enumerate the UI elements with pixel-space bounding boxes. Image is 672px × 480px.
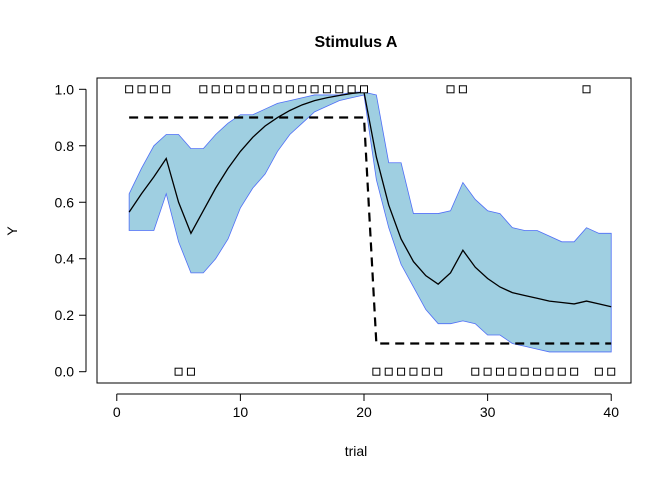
response-point: [162, 85, 171, 94]
response-point: [360, 85, 368, 94]
response-point: [372, 367, 381, 376]
response-point: [261, 85, 270, 94]
response-point: [483, 367, 492, 376]
response-point: [199, 85, 208, 94]
confidence-band: [128, 91, 612, 353]
response-point: [471, 367, 480, 376]
response-point: [125, 85, 134, 94]
response-point: [384, 367, 393, 376]
response-point: [137, 85, 146, 94]
mean-line: [128, 91, 612, 308]
x-tick-label: 20: [356, 404, 372, 420]
response-point: [322, 85, 331, 94]
x-axis-label: trial: [345, 443, 368, 459]
plot-area: [96, 77, 632, 384]
response-point: [347, 85, 356, 94]
y-tick-label: 0.2: [55, 307, 75, 323]
response-point: [335, 85, 344, 94]
response-point: [224, 85, 233, 94]
response-point: [434, 367, 443, 376]
response-point: [607, 367, 616, 376]
y-tick-label: 0.8: [55, 138, 75, 154]
response-point: [285, 85, 294, 94]
response-point: [273, 85, 282, 94]
target-dashed-line: [129, 116, 612, 345]
y-tick-label: 0.4: [55, 251, 75, 267]
response-point: [298, 85, 307, 94]
response-point: [508, 367, 517, 376]
x-tick-label: 10: [233, 404, 249, 420]
x-axis: 0 10 20 30 40: [113, 393, 619, 420]
response-point: [211, 85, 220, 94]
response-point: [186, 367, 195, 376]
response-point: [495, 367, 504, 376]
response-point: [310, 85, 319, 94]
response-point: [149, 85, 158, 94]
plot-frame: [96, 77, 632, 384]
chart-title: Stimulus A: [315, 34, 398, 51]
response-point: [236, 85, 245, 94]
response-point: [458, 85, 467, 94]
y-axis-label: Y: [4, 226, 20, 236]
response-point: [409, 367, 418, 376]
y-tick-label: 0.6: [55, 194, 75, 210]
response-point: [533, 367, 542, 376]
response-point: [397, 367, 406, 376]
response-point: [557, 367, 566, 376]
response-point: [582, 85, 591, 94]
response-point: [594, 367, 603, 376]
y-axis: 0.0 0.2 0.4 0.6 0.8 1.0: [55, 81, 87, 380]
x-tick-label: 40: [603, 404, 619, 420]
x-tick-label: 30: [480, 404, 496, 420]
response-point: [446, 85, 455, 94]
x-tick-label: 0: [113, 404, 121, 420]
response-point: [520, 367, 529, 376]
y-tick-label: 0.0: [55, 364, 75, 380]
y-tick-label: 1.0: [55, 81, 75, 97]
response-point: [174, 367, 183, 376]
response-point: [421, 367, 430, 376]
response-point: [570, 367, 579, 376]
response-point: [545, 367, 554, 376]
response-point: [248, 85, 257, 94]
